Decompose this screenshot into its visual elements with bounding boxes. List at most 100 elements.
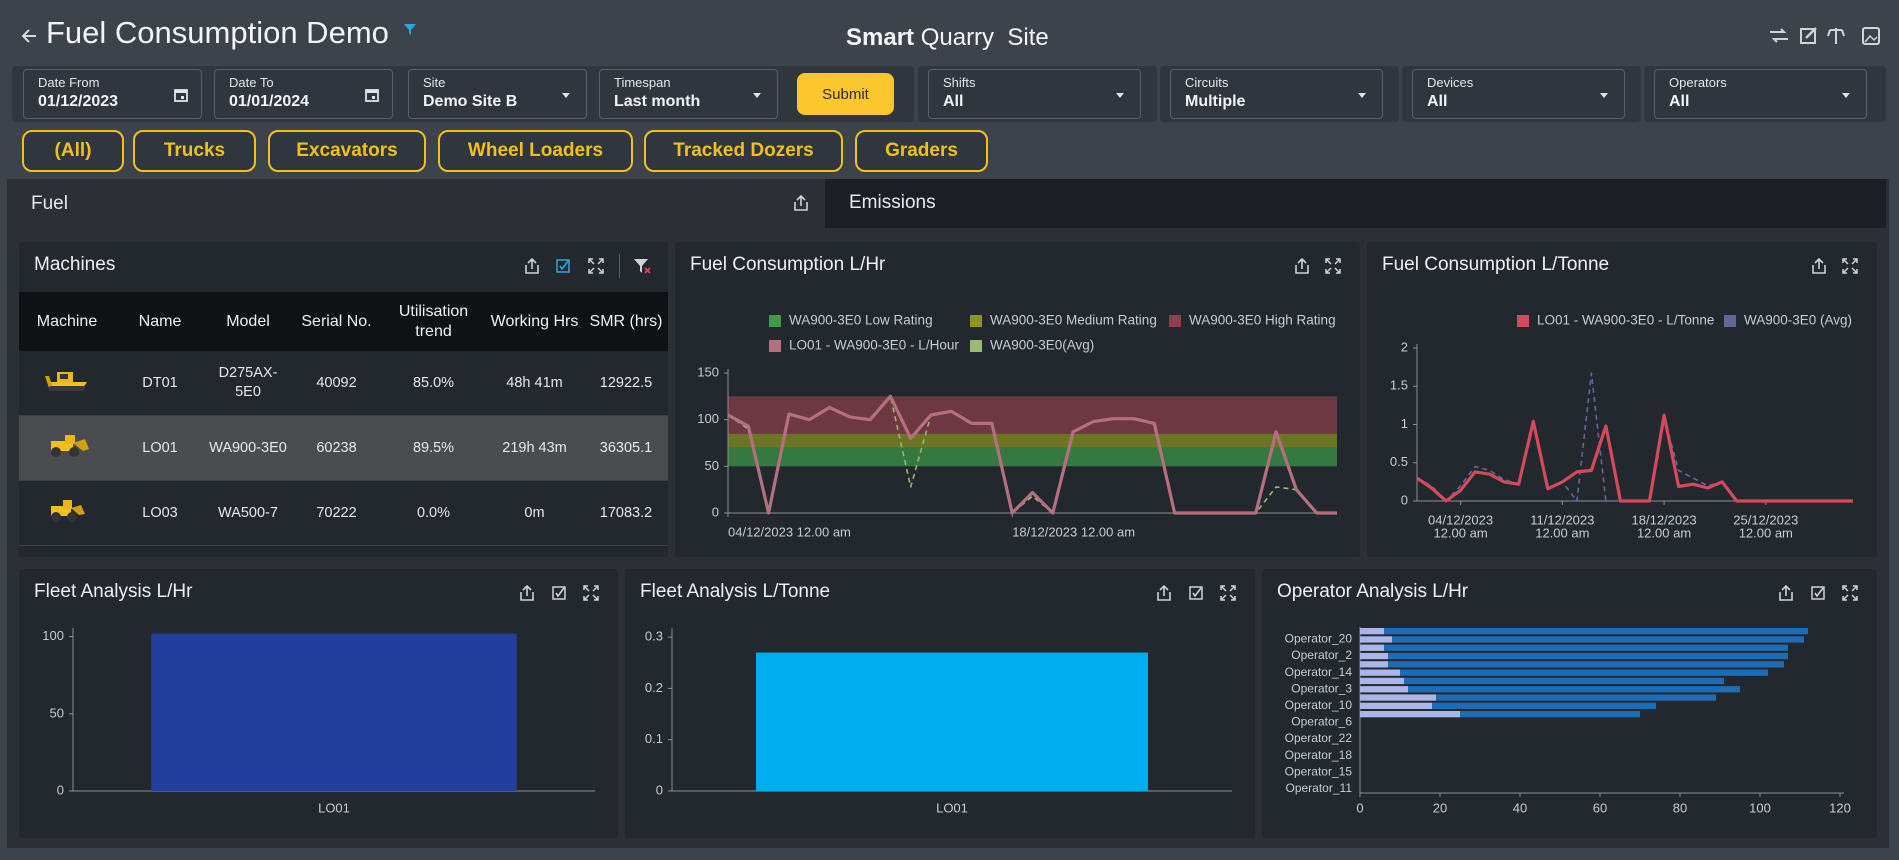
filterx-icon[interactable] xyxy=(633,257,651,275)
filter-label: Site xyxy=(423,75,446,90)
bar-segment xyxy=(1408,686,1740,693)
panel-title: Fleet Analysis L/Hr xyxy=(34,581,193,602)
machine-icon xyxy=(51,500,85,522)
x-tick-label: 11/12/2023 xyxy=(1530,512,1594,527)
expand-icon[interactable] xyxy=(1219,584,1237,602)
legend-swatch xyxy=(1169,315,1181,327)
filter-label: Date From xyxy=(38,75,100,90)
dropdown-arrow[interactable] xyxy=(1112,87,1128,103)
filter-field[interactable]: Shifts All xyxy=(928,69,1141,119)
share-icon[interactable] xyxy=(1810,257,1828,275)
y-tick-label: Operator_6 xyxy=(1291,715,1352,729)
share-icon[interactable] xyxy=(1777,584,1795,602)
toolbar-icons[interactable] xyxy=(1768,24,1888,48)
check-icon[interactable] xyxy=(1187,584,1205,602)
column-header: Utilisation trend xyxy=(382,292,485,351)
y-tick-label: Operator_18 xyxy=(1285,748,1353,762)
share-icon[interactable] xyxy=(1293,257,1311,275)
chart-panel: Operator Analysis L/Hr 0 20 40 60 80 100 120 Ope… xyxy=(1262,569,1877,838)
expand-icon[interactable] xyxy=(1841,257,1859,275)
dropdown-arrow[interactable] xyxy=(1596,87,1612,103)
column-header: Name xyxy=(115,292,205,351)
expand-icon[interactable] xyxy=(1841,584,1859,602)
calendar-icon[interactable] xyxy=(364,87,380,103)
y-tick-label: 0.5 xyxy=(1390,454,1408,469)
dropdown-arrow[interactable] xyxy=(1354,87,1370,103)
machine-type-chip[interactable]: Trucks xyxy=(133,130,256,172)
calendar-icon[interactable] xyxy=(173,87,189,103)
share-icon[interactable] xyxy=(518,584,536,602)
bar-segment xyxy=(1384,627,1808,635)
check-icon[interactable] xyxy=(1809,584,1827,602)
share-icon[interactable] xyxy=(1155,584,1173,602)
table-cell: 85.0% xyxy=(382,351,485,416)
x-tick-label: LO01 xyxy=(936,800,968,815)
machine-type-chip[interactable]: Wheel Loaders xyxy=(438,130,633,172)
machine-row[interactable]: DT01 D275AX-5E0 40092 85.0% 48h 41m 12922.5 xyxy=(19,351,668,416)
machine-type-chip[interactable]: (All) xyxy=(22,130,124,172)
bar-segment xyxy=(1460,710,1640,718)
x-tick-label: 100 xyxy=(1749,800,1771,815)
panel-title: Fuel Consumption L/Hr xyxy=(690,254,886,275)
filter-value: Demo Site B xyxy=(423,93,518,110)
bar-segment xyxy=(1436,694,1716,701)
y-tick-label: Operator_15 xyxy=(1285,764,1353,778)
x-tick-label: 25/12/2023 xyxy=(1733,512,1798,527)
filter-label: Shifts xyxy=(943,75,976,90)
table-cell: WA500-7 xyxy=(205,480,291,546)
expand-icon[interactable] xyxy=(582,584,600,602)
bar-segment xyxy=(1360,686,1408,693)
dropdown-arrow[interactable] xyxy=(558,87,574,103)
expand-icon[interactable] xyxy=(1324,257,1342,275)
column-header: Working Hrs xyxy=(485,292,584,351)
panel-title: Fleet Analysis L/Tonne xyxy=(640,581,831,602)
legend-label: WA900-3E0 High Rating xyxy=(1189,313,1336,328)
filter-field[interactable]: Circuits Multiple xyxy=(1170,69,1383,119)
submit-button[interactable]: Submit xyxy=(797,73,894,115)
filter-label: Operators xyxy=(1669,75,1727,90)
legend-label: WA900-3E0 Medium Rating xyxy=(990,313,1157,328)
dropdown-arrow[interactable] xyxy=(1838,87,1854,103)
brand: Smart Quarry Site xyxy=(846,24,1049,52)
filter-indicator[interactable] xyxy=(403,22,417,36)
expand-icon[interactable] xyxy=(587,257,605,275)
export-icon[interactable] xyxy=(792,194,810,212)
x-tick-label: 20 xyxy=(1433,800,1447,815)
filter-field[interactable]: Devices All xyxy=(1412,69,1625,119)
machine-type-chip[interactable]: Tracked Dozers xyxy=(644,130,843,172)
tab-emissions[interactable]: Emissions xyxy=(825,179,1886,228)
bar xyxy=(756,652,1148,791)
machine-cell xyxy=(19,480,115,546)
bar-segment xyxy=(1384,644,1788,651)
legend-swatch xyxy=(1517,315,1529,327)
back-arrow[interactable] xyxy=(20,26,40,46)
column-header: Machine xyxy=(19,292,115,351)
checkon-icon[interactable] xyxy=(554,257,572,275)
series-line xyxy=(1416,413,1853,503)
y-tick-label: 0 xyxy=(656,782,663,797)
x-tick-label: 40 xyxy=(1513,800,1527,815)
filter-field[interactable]: Date From 01/12/2023 xyxy=(23,69,202,119)
dropdown-arrow[interactable] xyxy=(749,87,765,103)
machine-type-chip[interactable]: Graders xyxy=(855,130,988,172)
filter-field[interactable]: Timespan Last month xyxy=(599,69,778,119)
table-cell: D275AX-5E0 xyxy=(205,351,291,416)
bar-segment xyxy=(1360,627,1384,635)
table-cell: 219h 43m xyxy=(485,415,584,481)
y-tick-label: 0.3 xyxy=(645,629,663,644)
tab-label: Fuel xyxy=(31,193,68,214)
check-icon[interactable] xyxy=(550,584,568,602)
legend-label: LO01 - WA900-3E0 - L/Hour xyxy=(789,338,959,353)
share-icon[interactable] xyxy=(523,257,541,275)
y-tick-label: 1 xyxy=(1401,416,1408,431)
filter-field[interactable]: Operators All xyxy=(1654,69,1867,119)
filter-value: All xyxy=(1669,93,1690,110)
filter-field[interactable]: Date To 01/01/2024 xyxy=(214,69,393,119)
x-tick-label: 12.00 am xyxy=(1739,525,1793,540)
filter-field[interactable]: Site Demo Site B xyxy=(408,69,587,119)
machine-row[interactable]: LO03 WA500-7 70222 0.0% 0m 17083.2 xyxy=(19,480,668,546)
machine-row[interactable]: LO01 WA900-3E0 60238 89.5% 219h 43m 36305.1 xyxy=(19,415,668,481)
tab-fuel[interactable]: Fuel xyxy=(7,179,823,228)
machine-type-chip[interactable]: Excavators xyxy=(268,130,426,172)
table-cell: LO03 xyxy=(115,480,205,546)
